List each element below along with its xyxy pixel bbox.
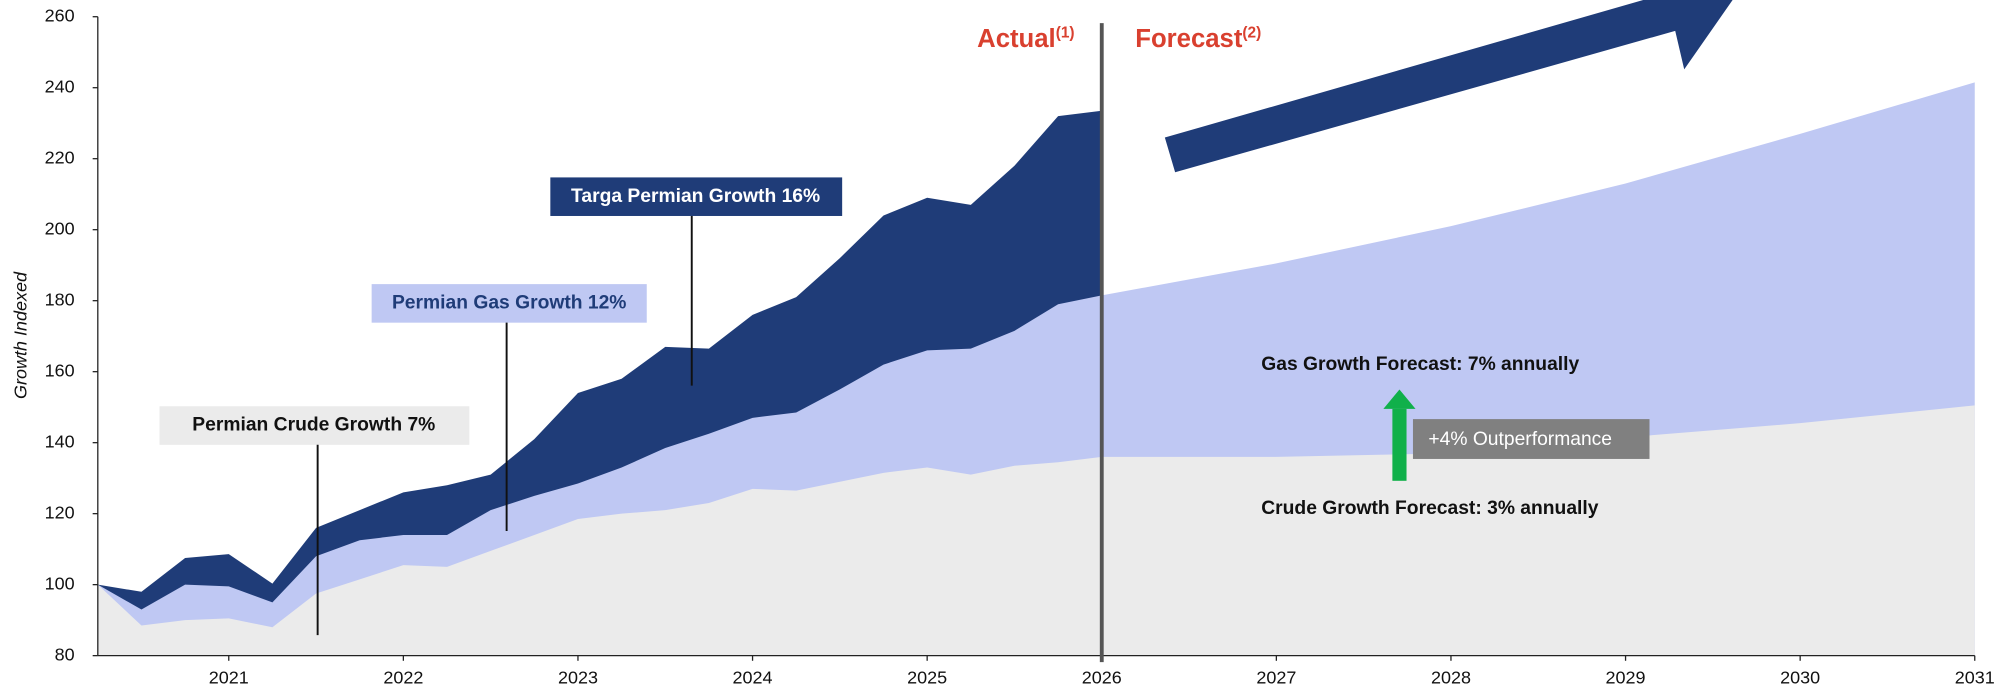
x-tick-label: 2023 [558,668,598,688]
x-tick-label: 2029 [1606,668,1646,688]
outperformance-box [1412,419,1650,459]
y-tick-label: 160 [45,360,75,380]
actual-label: Actual(1) [977,25,1074,53]
forecast-note: (2) [1242,25,1261,42]
y-tick-label: 240 [45,76,75,96]
gas-forecast-text: Gas Growth Forecast: 7% annually [1261,354,1579,375]
forecast-label: Forecast(2) [1135,25,1261,53]
x-tick-label: 2025 [907,668,947,688]
x-tick-label: 2024 [733,668,773,688]
y-tick-label: 180 [45,289,75,309]
outperformance-text: +4% Outperformance [1428,429,1612,450]
x-tick-label: 2030 [1780,668,1820,688]
y-axis-label: Growth Indexed [11,271,31,399]
x-tick-label: 2022 [383,668,423,688]
y-tick-label: 140 [45,431,75,451]
area [97,405,1975,656]
x-tick-label: 2021 [209,668,249,688]
gas-label: Permian Gas Growth 12% [392,292,626,313]
forecast-arrow [1164,0,1733,173]
y-tick-label: 80 [55,644,75,664]
targa-box [550,177,843,216]
actual-text: Actual [977,25,1056,53]
x-tick-label: 2027 [1256,668,1296,688]
green-arrow-shaft [1392,408,1407,481]
y-tick-label: 100 [45,573,75,593]
crude-forecast-text: Crude Growth Forecast: 3% annually [1261,498,1598,519]
forecast-text: Forecast [1135,25,1243,53]
x-tick-label: 2028 [1431,668,1471,688]
x-tick-label: 2031 [1955,668,1995,688]
y-tick-label: 200 [45,218,75,238]
x-tick-label: 2026 [1082,668,1122,688]
targa-label: Targa Permian Growth 16% [571,186,820,207]
gas-box [371,284,647,323]
areas [97,82,1975,656]
y-tick-label: 220 [45,147,75,167]
green-arrow-head [1383,389,1416,409]
crude-box [159,406,470,445]
y-tick-label: 120 [45,502,75,522]
y-tick-label: 260 [45,5,75,25]
actual-note: (1) [1056,25,1075,42]
crude-label: Permian Crude Growth 7% [192,415,435,436]
